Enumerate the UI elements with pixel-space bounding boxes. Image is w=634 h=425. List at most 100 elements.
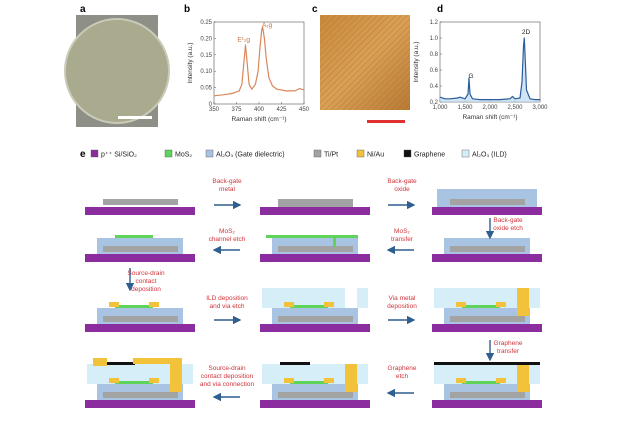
drain-contact xyxy=(149,378,159,383)
data-point xyxy=(222,94,224,96)
step-label: Source-drain xyxy=(127,270,165,277)
y-tick-label: 0 xyxy=(209,102,213,108)
device-cross-section xyxy=(260,235,370,262)
back-gate-metal xyxy=(278,246,353,252)
step-label: MoS₂ xyxy=(219,228,235,235)
data-point xyxy=(521,81,523,83)
data-point xyxy=(529,98,531,100)
legend-label: Graphene xyxy=(414,152,445,159)
x-tick-label: 425 xyxy=(276,107,287,113)
device-cross-section xyxy=(432,189,542,215)
device-cross-section xyxy=(432,362,542,408)
data-point xyxy=(294,90,296,92)
legend-label: p⁺⁺ Si/SiO₂ xyxy=(101,152,137,159)
step-label: deposition xyxy=(387,303,417,310)
back-gate-metal xyxy=(450,392,525,398)
data-point xyxy=(444,98,446,100)
data-point xyxy=(259,47,261,49)
step-label: channel etch xyxy=(209,236,246,243)
y-tick-label: 0.15 xyxy=(200,53,212,59)
data-point xyxy=(245,44,246,46)
via-metal xyxy=(345,364,357,392)
substrate-layer xyxy=(432,207,542,215)
peak-label: 2D xyxy=(522,29,531,36)
step-label: oxide xyxy=(394,186,410,193)
data-point xyxy=(303,89,305,91)
data-point xyxy=(449,98,451,100)
scale-bar xyxy=(367,120,405,123)
x-tick-label: 350 xyxy=(209,107,220,113)
data-point xyxy=(285,90,287,92)
device-cross-section xyxy=(260,199,370,215)
data-point xyxy=(519,97,521,99)
data-point xyxy=(514,98,516,100)
graphene-contact xyxy=(93,358,107,366)
data-point xyxy=(257,70,259,72)
y-tick-label: 0.2 xyxy=(430,100,439,106)
optical-micrograph xyxy=(320,15,410,123)
substrate-layer xyxy=(260,400,370,408)
data-point xyxy=(255,84,256,85)
data-point xyxy=(241,84,243,85)
x-axis-label: Raman shift (cm⁻¹) xyxy=(462,114,517,121)
y-axis-label: Intensity (a.u.) xyxy=(187,42,194,83)
data-point xyxy=(238,90,240,92)
legend-label: Al₂O₃ (ILD) xyxy=(472,152,507,159)
substrate-layer xyxy=(432,400,542,408)
back-gate-metal xyxy=(278,316,353,322)
x-tick-label: 375 xyxy=(231,107,242,113)
substrate-layer xyxy=(260,324,370,332)
data-point xyxy=(509,98,511,100)
substrate-layer xyxy=(260,254,370,262)
source-contact xyxy=(284,378,294,383)
data-point xyxy=(468,77,470,79)
data-point xyxy=(276,88,278,90)
panel-label-b: b xyxy=(184,4,190,15)
drain-contact xyxy=(496,378,506,383)
graphene-channel xyxy=(105,362,135,365)
step-label: contact deposition xyxy=(201,373,254,380)
step-label: Graphene xyxy=(494,340,523,347)
device-cross-section xyxy=(260,362,370,408)
data-point xyxy=(265,57,267,59)
x-tick-label: 3,000 xyxy=(532,105,548,111)
raman-chart-mos2: 350 375 400 425 450 0 0.05 0.10 0.15 0.20 0.25 Rama… xyxy=(187,20,310,123)
mos2-layer xyxy=(266,235,358,238)
x-tick-label: 400 xyxy=(254,107,265,113)
data-point xyxy=(248,84,250,85)
step-label: metal xyxy=(219,186,235,193)
legend-label: MoS₂ xyxy=(175,152,192,159)
data-point xyxy=(268,77,270,79)
legend-label: Ti/Pt xyxy=(324,152,338,159)
data-point xyxy=(251,88,253,90)
y-tick-label: 0.10 xyxy=(200,69,212,75)
substrate-layer xyxy=(85,324,195,332)
graphene-layer xyxy=(434,362,540,365)
mos2-channel xyxy=(462,381,500,384)
x-tick-label: 2,000 xyxy=(482,105,498,111)
y-tick-label: 0.05 xyxy=(200,86,212,92)
step-label: Back-gate xyxy=(387,178,417,185)
y-tick-label: 0.6 xyxy=(430,68,439,74)
back-gate-metal xyxy=(450,316,525,322)
device-cross-section xyxy=(260,288,370,332)
data-point xyxy=(243,64,244,65)
step-label: ILD deposition xyxy=(206,295,248,302)
legend-swatch xyxy=(356,149,365,158)
panel-label-c: c xyxy=(312,4,318,15)
x-tick-label: 1,000 xyxy=(432,105,448,111)
step-label: deposition xyxy=(131,286,161,293)
substrate-layer xyxy=(260,207,370,215)
mos2-channel xyxy=(290,305,328,308)
back-gate-metal xyxy=(103,392,178,398)
device-cross-section xyxy=(432,288,542,332)
peak-label: G xyxy=(468,73,473,80)
legend: p⁺⁺ Si/SiO₂ MoS₂ Al₂O₃ (Gate dielectric) Ti… xyxy=(90,149,507,159)
drain-contact xyxy=(496,302,506,307)
legend-swatch xyxy=(205,149,214,158)
data-point xyxy=(231,93,233,94)
data-point xyxy=(534,99,536,100)
device-cross-section xyxy=(85,235,195,262)
back-gate-metal xyxy=(103,246,178,252)
via-opening xyxy=(345,288,357,308)
